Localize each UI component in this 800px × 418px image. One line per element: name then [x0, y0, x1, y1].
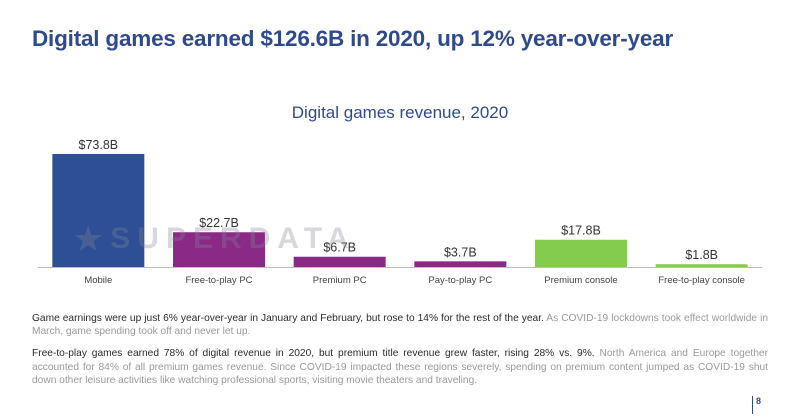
- note-paragraph-1: Game earnings were up just 6% year-over-…: [32, 312, 768, 338]
- bar-value-label: $22.7B: [199, 216, 239, 230]
- bar-mobile: [52, 154, 145, 267]
- bar-value-label: $73.8B: [79, 138, 119, 152]
- bar-value-label: $6.7B: [323, 241, 356, 255]
- note-2-rest: North America and Europe together accoun…: [32, 348, 768, 386]
- category-label: Pay-to-play PC: [428, 275, 492, 286]
- category-label: Premium PC: [313, 275, 367, 286]
- category-label: Premium console: [544, 275, 617, 286]
- bar-pay-to-play-pc: [414, 261, 507, 267]
- bar-value-label: $17.8B: [561, 224, 601, 238]
- slide-title: Digital games earned $126.6B in 2020, up…: [32, 26, 674, 51]
- category-label: Free-to-play PC: [185, 275, 252, 286]
- note-paragraph-2: Free-to-play games earned 78% of digital…: [32, 347, 768, 387]
- note-1-rest: As COVID-19 lockdowns took effect worldw…: [32, 313, 769, 338]
- category-label: Mobile: [84, 275, 112, 286]
- bar-premium-pc: [293, 256, 386, 267]
- bar-chart: $73.8B Mobile $22.7B Free-to-play PC $6.7B Pr…: [38, 138, 762, 286]
- page-marker-line: [752, 396, 753, 414]
- bar-premium-console: [535, 239, 627, 267]
- category-label: Free-to-play console: [658, 275, 745, 286]
- bar-value-label: $1.8B: [685, 248, 718, 262]
- notes-section: Game earnings were up just 6% year-over-…: [32, 312, 768, 396]
- bar-value-label: $3.7B: [444, 245, 477, 259]
- bar-free-to-play-console: [655, 264, 748, 267]
- page-number: 8: [756, 396, 762, 406]
- note-1-lead: Game earnings were up just 6% year-over-…: [32, 313, 544, 324]
- bar-free-to-play-pc: [173, 232, 265, 267]
- chart-title: Digital games revenue, 2020: [291, 103, 509, 122]
- note-2-lead: Free-to-play games earned 78% of digital…: [32, 348, 595, 360]
